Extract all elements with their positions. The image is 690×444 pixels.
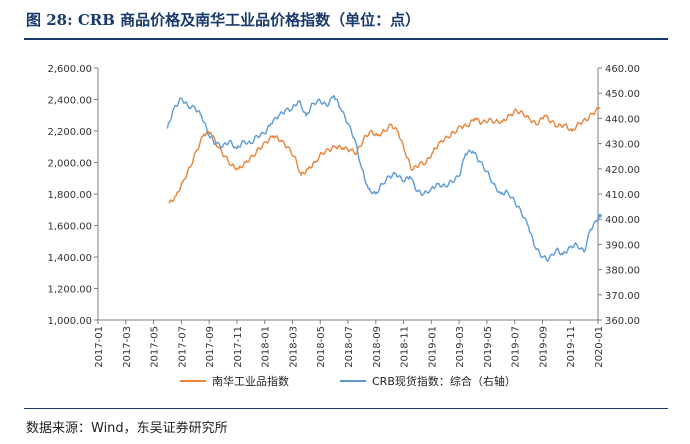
legend: 南华工业品指数 CRB现货指数：综合（右轴）	[180, 374, 516, 388]
right-tick-label: 460.00	[605, 64, 640, 75]
x-tick-label: 2018-11	[400, 326, 411, 368]
x-tick-label: 2018-03	[288, 326, 299, 368]
series-lines	[166, 95, 602, 262]
x-tick-label: 2018-09	[372, 326, 383, 368]
crb-index-line	[166, 95, 602, 262]
legend-label-crb: CRB现货指数：综合（右轴）	[372, 374, 516, 388]
x-tick-label: 2017-01	[94, 326, 105, 368]
legend-label-nanhua: 南华工业品指数	[212, 374, 289, 388]
left-tick-label: 2,200.00	[47, 127, 92, 138]
x-tick-label: 2019-11	[566, 326, 577, 368]
x-tick-label: 2018-01	[261, 326, 272, 368]
right-y-axis: 360.00 370.00 380.00 390.00 400.00 410.00 420.…	[597, 64, 640, 327]
x-tick-label: 2019-01	[427, 326, 438, 368]
x-tick-label: 2017-09	[205, 326, 216, 368]
left-tick-label: 1,000.00	[47, 316, 92, 327]
left-tick-label: 1,800.00	[47, 190, 92, 201]
x-tick-label: 2019-07	[511, 326, 522, 368]
x-tick-label: 2019-09	[538, 326, 549, 368]
x-tick-label: 2019-05	[483, 326, 494, 368]
x-tick-label: 2018-07	[344, 326, 355, 368]
left-tick-label: 2,600.00	[47, 64, 92, 75]
left-tick-label: 2,400.00	[47, 96, 92, 107]
right-tick-label: 370.00	[605, 291, 640, 302]
x-tick-label: 2018-05	[316, 326, 327, 368]
right-tick-label: 410.00	[605, 190, 640, 201]
right-tick-label: 430.00	[605, 140, 640, 151]
dual-axis-line-chart: 1,000.00 1,200.00 1,400.00 1,600.00 1,800.00…	[47, 64, 640, 388]
right-tick-label: 360.00	[605, 316, 640, 327]
x-tick-label: 2017-03	[122, 326, 133, 368]
right-tick-label: 380.00	[605, 266, 640, 277]
footer-divider	[24, 408, 668, 409]
x-tick-label: 2017-07	[177, 326, 188, 368]
right-tick-label: 440.00	[605, 114, 640, 125]
left-tick-label: 2,000.00	[47, 159, 92, 170]
x-axis: 2017-01 2017-03 2017-05 2017-07 2017-09 2017-…	[94, 319, 605, 368]
right-tick-label: 420.00	[605, 165, 640, 176]
left-tick-label: 1,400.00	[47, 253, 92, 264]
right-tick-label: 400.00	[605, 215, 640, 226]
title-divider	[24, 38, 668, 40]
x-tick-label: 2017-11	[233, 326, 244, 368]
x-tick-label: 2019-03	[455, 326, 466, 368]
right-tick-label: 390.00	[605, 240, 640, 251]
x-tick-label: 2017-05	[150, 326, 161, 368]
x-tick-label: 2020-01	[594, 326, 605, 368]
figure-title: 图 28: CRB 商品价格及南华工业品价格指数（单位：点）	[26, 11, 421, 29]
nanhua-index-line	[168, 106, 601, 204]
data-source: 数据来源：Wind，东吴证券研究所	[26, 421, 228, 436]
left-tick-label: 1,600.00	[47, 222, 92, 233]
left-tick-label: 1,200.00	[47, 285, 92, 296]
right-tick-label: 450.00	[605, 89, 640, 100]
figure-header: 图 28: CRB 商品价格及南华工业品价格指数（单位：点）	[0, 0, 690, 40]
left-y-axis: 1,000.00 1,200.00 1,400.00 1,600.00 1,800.00…	[47, 64, 99, 327]
